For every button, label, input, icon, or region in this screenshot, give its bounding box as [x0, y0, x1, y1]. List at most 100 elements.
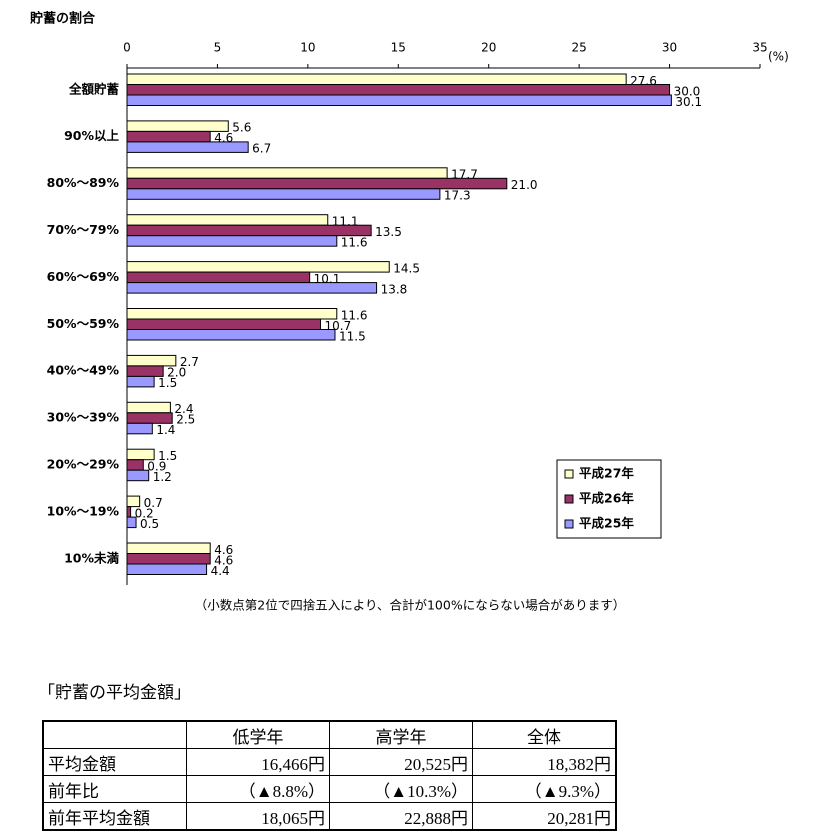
value-label: 14.5	[393, 261, 420, 275]
bar	[126, 188, 441, 200]
bar	[126, 422, 153, 435]
bar	[126, 84, 671, 96]
row-label: 前年比	[42, 775, 187, 803]
value-cell: （▲9.3%）	[472, 775, 617, 803]
value-label: 13.8	[381, 282, 408, 296]
bar	[126, 542, 211, 554]
value-label: 13.5	[375, 225, 402, 239]
bar	[126, 469, 150, 482]
value-label: 4.4	[211, 564, 230, 578]
value-cell: 20,525円	[329, 748, 473, 776]
category-label: 70%～79%	[47, 222, 120, 237]
value-label: 30.0	[674, 84, 701, 98]
value-label: 4.6	[214, 543, 233, 557]
value-label: 11.6	[341, 308, 368, 322]
value-label: 5.6	[232, 121, 251, 135]
header-cell	[42, 720, 187, 749]
legend-label: 平成26年	[579, 491, 634, 506]
value-cell: 18,382円	[472, 748, 617, 776]
bar	[126, 318, 322, 330]
row-label: 平均金額	[42, 748, 187, 776]
x-tick-label: 20	[481, 41, 496, 55]
value-label: 6.7	[252, 142, 271, 156]
x-unit: (%)	[768, 50, 789, 64]
bar	[126, 271, 311, 284]
x-tick-label: 0	[123, 41, 131, 55]
category-label: 60%～69%	[47, 269, 120, 284]
table: 低学年 高学年 全体 平均金額 16,466円 20,525円 18,382円 前年比 （▲8.…	[42, 720, 617, 831]
bar	[126, 516, 137, 529]
legend-box	[556, 459, 662, 539]
table-header-row: 低学年 高学年 全体	[42, 720, 617, 749]
bar	[126, 329, 336, 341]
bar	[126, 448, 155, 461]
chart-title: 貯蓄の割合	[30, 11, 96, 27]
value-label: 1.5	[158, 449, 177, 463]
bar	[126, 130, 211, 143]
value-cell: 16,466円	[186, 748, 330, 776]
value-label: 30.1	[675, 95, 702, 109]
bar	[126, 354, 177, 367]
bar	[126, 282, 378, 294]
table-title: 「貯蓄の平均金額」	[38, 683, 191, 702]
table-row: 前年平均金額 18,065円 22,888円 20,281円	[42, 802, 617, 831]
header-cell: 高学年	[329, 720, 473, 749]
bar	[126, 553, 211, 565]
bar	[126, 94, 672, 106]
bar	[126, 224, 372, 237]
legend-swatch	[564, 519, 574, 529]
category-label: 80%～89%	[47, 175, 120, 190]
value-label: 17.3	[444, 189, 471, 203]
value-label: 0.5	[140, 517, 159, 531]
category-label: 20%～29%	[47, 456, 120, 471]
legend-label: 平成27年	[579, 466, 634, 481]
value-cell: 20,281円	[472, 802, 617, 831]
x-tick-label: 35	[752, 41, 767, 55]
table-row: 前年比 （▲8.8%） （▲10.3%） （▲9.3%）	[42, 775, 617, 803]
value-label: 11.6	[341, 235, 368, 249]
bar	[126, 563, 208, 575]
value-label: 0.9	[147, 459, 166, 473]
value-label: 1.2	[153, 470, 172, 484]
bar	[126, 235, 338, 247]
header-cell: 低学年	[186, 720, 330, 749]
value-label: 21.0	[511, 178, 538, 192]
legend-swatch	[564, 494, 574, 504]
value-label: 2.4	[174, 402, 193, 416]
bar	[126, 73, 627, 85]
bar	[126, 167, 448, 179]
x-tick-label: 15	[391, 41, 406, 55]
bar	[126, 120, 229, 132]
value-label: 2.5	[176, 413, 195, 427]
bar	[126, 459, 144, 471]
bar	[126, 261, 390, 273]
value-cell: （▲8.8%）	[186, 775, 330, 803]
value-label: 11.5	[339, 329, 366, 343]
note: （小数点第2位で四捨五入により、合計が100%にならない場合があります）	[195, 598, 625, 613]
chart: 貯蓄の割合 (%) （小数点第2位で四捨五入により、合計が100%にならない場合…	[30, 11, 789, 613]
category-label: 50%～59%	[47, 316, 120, 331]
legend-label: 平成25年	[579, 516, 634, 531]
value-label: 1.4	[156, 423, 175, 437]
value-label: 2.7	[180, 355, 199, 369]
value-label: 4.6	[214, 553, 233, 567]
legend-swatch	[564, 469, 574, 479]
category-label: 10%～19%	[47, 503, 120, 518]
category-label: 90%以上	[64, 128, 119, 143]
x-tick-label: 10	[300, 41, 315, 55]
value-cell: 22,888円	[329, 802, 473, 831]
bar	[126, 308, 338, 320]
x-tick-label: 25	[572, 41, 587, 55]
value-cell: 18,065円	[186, 802, 330, 831]
value-label: 0.2	[135, 506, 154, 520]
header-cell: 全体	[472, 720, 617, 749]
category-label: 30%～39%	[47, 410, 120, 425]
bar	[126, 141, 249, 153]
bar	[126, 495, 141, 508]
value-label: 1.5	[158, 376, 177, 390]
table-row: 平均金額 16,466円 20,525円 18,382円	[42, 748, 617, 776]
bar	[126, 214, 329, 226]
bar	[126, 401, 171, 414]
bar	[126, 365, 164, 377]
